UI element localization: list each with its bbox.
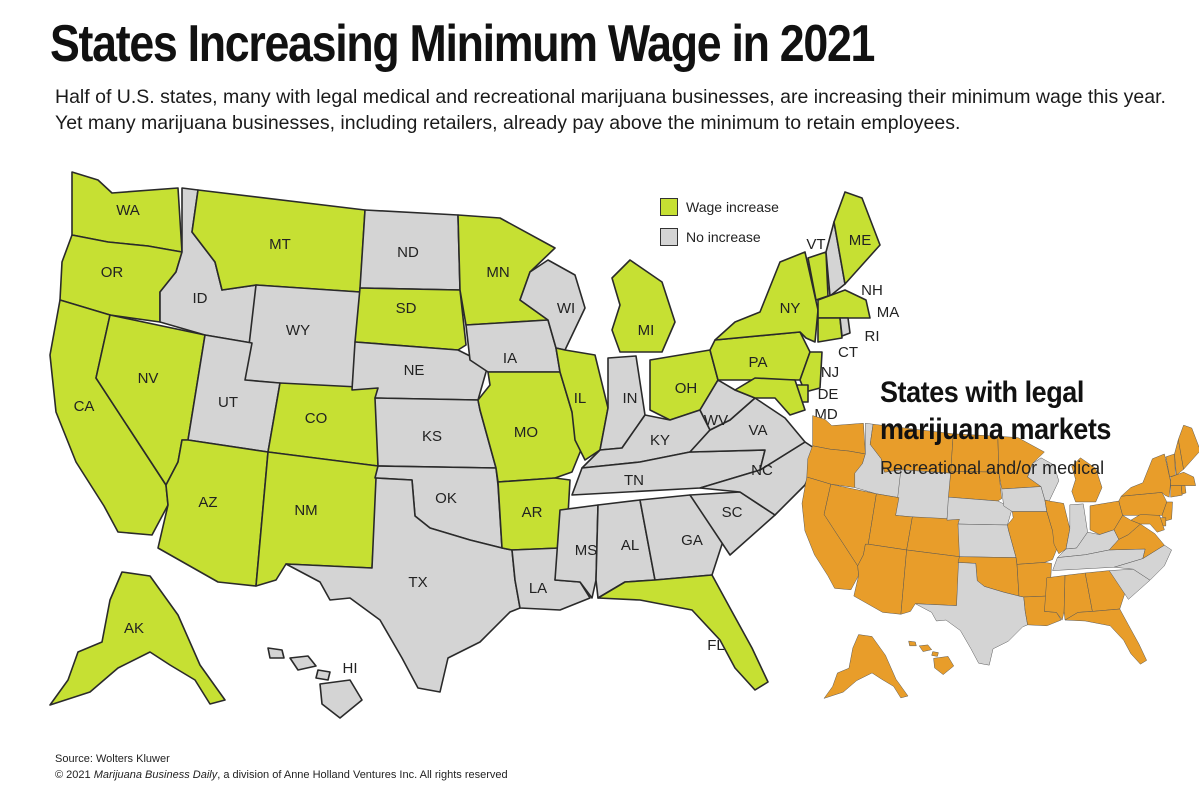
inset-state-ks [957,523,1017,558]
state-label-ok: OK [435,490,457,507]
copyright-publication: Marijuana Business Daily [93,769,218,781]
source-note: Source: Wolters Kluwer [55,753,170,765]
state-label-wv: WV [704,412,728,429]
legend-swatch-no-increase [660,228,678,246]
state-label-tx: TX [408,574,427,591]
state-ak [49,571,226,706]
state-label-il: IL [574,390,587,407]
state-label-mo: MO [514,424,538,441]
state-label-sc: SC [722,504,743,521]
state-label-mn: MN [486,264,509,281]
inset-state-ia [1001,486,1048,512]
state-label-ca: CA [74,398,95,415]
copyright-prefix: © 2021 [55,769,94,781]
state-label-ak: AK [124,620,144,637]
state-sd [354,287,467,351]
state-label-pa: PA [749,354,768,371]
state-label-tn: TN [624,472,644,489]
page-subtitle: Half of U.S. states, many with legal med… [55,86,1166,134]
state-il [555,347,609,461]
state-ct [817,317,843,343]
inset-subtitle: Recreational and/or medical [880,458,1105,478]
state-label-al: AL [621,537,639,554]
legend-swatch-increase [660,198,678,216]
state-label-ar: AR [522,504,543,521]
state-label-hi: HI [343,660,358,677]
state-label-ri: RI [865,328,880,345]
state-label-az: AZ [198,494,217,511]
state-hi [267,647,363,719]
state-label-ky: KY [650,432,670,449]
state-label-ia: IA [503,350,517,367]
main-map-labels: WA OR CA NV ID MT WY UT AZ CO NM ND SD NE KS OK TX MN IA MO… [74,202,900,677]
state-label-de: DE [818,386,839,403]
inset-state-hi [908,640,955,675]
state-mi [611,259,676,353]
state-label-mt: MT [269,236,291,253]
state-label-id: ID [193,290,208,307]
state-label-or: OR [101,264,124,281]
inset-state-tx [915,562,1028,666]
state-label-nm: NM [294,502,317,519]
state-label-me: ME [849,232,872,249]
state-label-ct: CT [838,344,858,361]
state-label-wy: WY [286,322,310,339]
state-label-nd: ND [397,244,419,261]
state-fl [597,574,769,691]
state-label-oh: OH [675,380,698,397]
legend-label-increase: Wage increase [686,199,779,215]
legal-market-inset-map [801,415,1199,666]
inset-state-me [1178,424,1199,470]
state-label-sd: SD [396,300,417,317]
copyright-note: © 2021 Marijuana Business Daily, a divis… [55,769,508,781]
inset-state-ri [1180,485,1187,495]
inset-state-il [1044,499,1071,555]
state-label-nc: NC [751,462,773,479]
inset-title-line1: States with legal [880,376,1084,409]
inset-state-ak [823,634,909,699]
inset-state-mi [1071,457,1103,503]
inset-state-sd [948,471,1002,502]
state-label-ne: NE [404,362,425,379]
page-title: States Increasing Minimum Wage in 2021 [50,15,875,73]
legend-item-increase: Wage increase [660,198,779,216]
inset-state-fl [1064,608,1147,665]
state-label-vt: VT [806,236,825,253]
inset-title-line2: marijuana markets [880,413,1111,446]
state-label-mi: MI [638,322,655,339]
state-label-ma: MA [877,304,900,321]
copyright-suffix: , a division of Anne Holland Ventures In… [217,769,508,781]
state-tx [285,477,521,693]
state-label-co: CO [305,410,328,427]
state-label-wa: WA [116,202,140,219]
inset-state-co [906,516,960,557]
state-label-ga: GA [681,532,703,549]
state-label-nv: NV [138,370,159,387]
state-label-nj: NJ [821,364,839,381]
state-label-nh: NH [861,282,883,299]
inset-state-ct [1170,485,1183,498]
legend-item-no-increase: No increase [660,228,761,246]
state-label-wi: WI [557,300,575,317]
state-me [833,191,881,285]
state-ny [714,251,819,343]
state-label-ms: MS [575,542,598,559]
state-label-in: IN [623,390,638,407]
state-label-fl: FL [707,637,725,654]
state-md [734,377,806,416]
state-label-ut: UT [218,394,238,411]
legend-label-no-increase: No increase [686,229,761,245]
state-ri [839,317,851,337]
state-label-va: VA [749,422,768,439]
state-label-la: LA [529,580,547,597]
inset-state-ny [1120,453,1171,498]
main-map-states [49,171,881,719]
inset-title: States with legal marijuana markets [880,374,1111,448]
inset-state-md [1130,514,1165,533]
state-label-ny: NY [780,300,801,317]
state-label-ks: KS [422,428,442,445]
